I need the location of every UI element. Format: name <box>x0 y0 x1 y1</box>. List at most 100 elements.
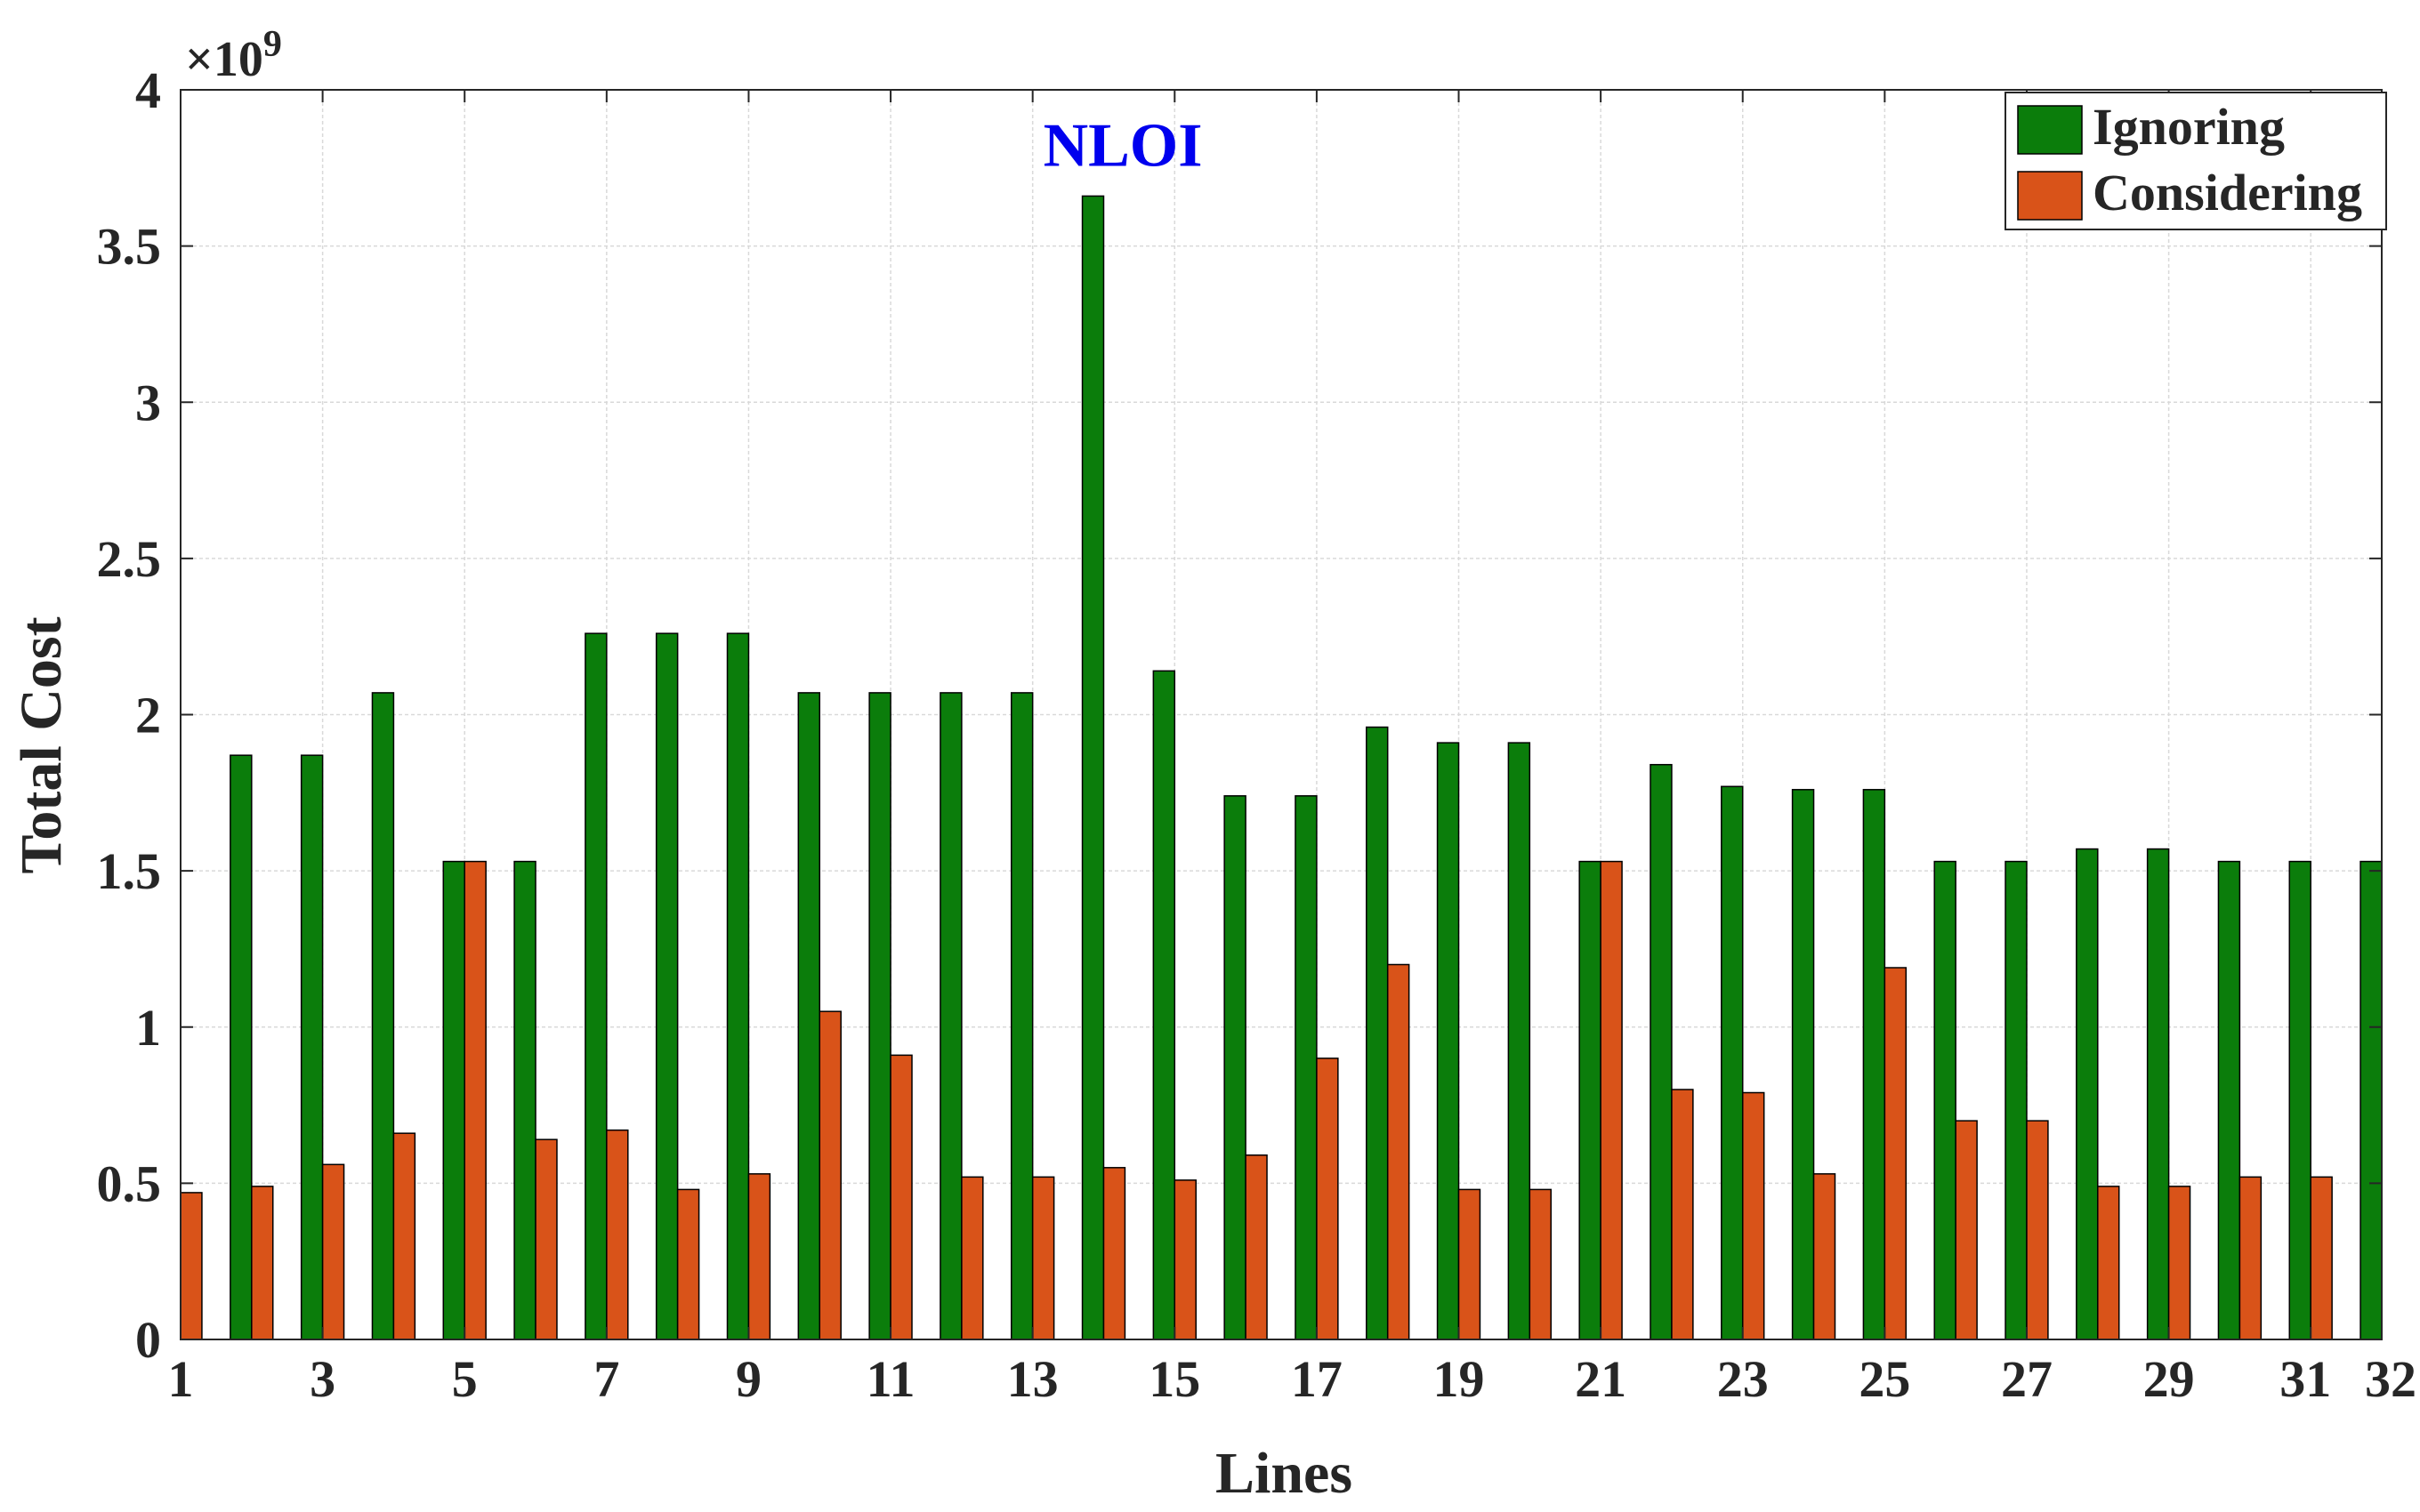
bar-considering <box>2310 1176 2333 1339</box>
x-tick-label: 1 <box>168 1350 194 1408</box>
bar-ignoring <box>513 860 536 1339</box>
bar-ignoring <box>1223 795 1246 1339</box>
legend-swatch-ignoring <box>2017 105 2083 155</box>
bar-ignoring <box>1010 692 1034 1339</box>
y-exponent-label: ×109 <box>185 24 282 87</box>
bar-ignoring <box>1081 195 1105 1339</box>
y-tick-labels: 0 0.5 1 1.5 2 2.5 3 3.5 4 <box>97 61 162 1369</box>
bar-ignoring <box>2005 860 2028 1339</box>
bar-ignoring <box>1295 795 1318 1339</box>
bar-ignoring <box>2217 860 2241 1339</box>
bar-considering <box>1741 1091 1765 1339</box>
x-tick-label: 25 <box>1859 1350 1910 1408</box>
x-axis-label: Lines <box>1215 1441 1352 1506</box>
bar-ignoring <box>1933 860 1956 1339</box>
x-tick-label: 15 <box>1149 1350 1200 1408</box>
bar-ignoring <box>797 692 821 1339</box>
x-tick-label: 31 <box>2279 1350 2331 1408</box>
x-tick-label: 23 <box>1717 1350 1769 1408</box>
x-tick-label: 27 <box>2001 1350 2053 1408</box>
bar-considering <box>1457 1188 1481 1339</box>
bar-considering <box>2167 1186 2191 1339</box>
bar-considering <box>2238 1176 2263 1339</box>
bar-ignoring <box>940 692 963 1339</box>
bar-considering <box>464 860 487 1339</box>
bar-considering <box>606 1129 629 1339</box>
bar-ignoring <box>230 754 253 1339</box>
bar-considering <box>1174 1179 1197 1339</box>
x-tick-label: 32 <box>2365 1350 2416 1408</box>
bar-considering <box>2097 1186 2120 1339</box>
bars <box>181 195 2382 1339</box>
bar-ignoring <box>2360 860 2382 1339</box>
bar-ignoring <box>1650 763 1673 1339</box>
bar-considering <box>535 1138 558 1339</box>
bar-ignoring <box>1578 860 1601 1339</box>
y-axis-label: Total Cost <box>9 616 74 873</box>
bar-considering <box>1316 1058 1339 1339</box>
bar-ignoring <box>1366 726 1389 1339</box>
x-tick-label: 3 <box>310 1350 335 1408</box>
bar-considering <box>1031 1176 1055 1339</box>
bar-ignoring <box>300 754 324 1339</box>
chart-annotation: NLOI <box>1044 111 1203 180</box>
bar-ignoring <box>585 632 608 1339</box>
bar-considering <box>1245 1154 1268 1339</box>
bar-considering <box>321 1163 345 1339</box>
legend-swatch-considering <box>2017 171 2083 221</box>
x-tick-label: 19 <box>1433 1350 1485 1408</box>
bar-ignoring <box>1862 789 1886 1339</box>
bar-ignoring <box>1436 742 1460 1339</box>
bar-ignoring <box>1152 670 1176 1339</box>
y-tick-label: 4 <box>135 61 161 119</box>
bar-ignoring <box>726 632 750 1339</box>
bar-ignoring <box>1507 742 1531 1339</box>
bar-ignoring <box>1791 789 1815 1339</box>
y-tick-label: 1.5 <box>97 842 162 900</box>
bar-ignoring <box>655 632 679 1339</box>
bar-considering <box>392 1132 416 1339</box>
y-tick-label: 0.5 <box>97 1154 162 1212</box>
bar-considering <box>961 1176 984 1339</box>
x-tick-label: 5 <box>452 1350 478 1408</box>
bar-considering <box>2026 1120 2049 1339</box>
bar-considering <box>1955 1120 1978 1339</box>
x-tick-labels: 1 3 5 7 9 11 13 15 17 19 21 23 25 27 29 31 32 <box>168 1350 2417 1408</box>
bar-considering <box>1600 860 1623 1339</box>
y-tick-label: 2.5 <box>97 530 162 588</box>
bar-considering <box>1671 1089 1694 1339</box>
y-exponent-base: ×10 <box>185 32 263 87</box>
legend-label-ignoring: Ignoring <box>2093 98 2285 156</box>
y-tick-label: 3 <box>135 374 161 431</box>
x-tick-label: 21 <box>1575 1350 1626 1408</box>
bar-considering <box>1102 1167 1126 1339</box>
bar-considering <box>676 1188 700 1339</box>
bar-ignoring <box>1721 785 1744 1339</box>
grid-lines <box>181 90 2382 1339</box>
bar-ignoring <box>2076 848 2099 1339</box>
bar-considering <box>747 1173 771 1339</box>
bar-considering <box>819 1010 842 1339</box>
bar-considering <box>1386 963 1410 1339</box>
x-tick-label: 29 <box>2143 1350 2195 1408</box>
bar-ignoring <box>2146 848 2170 1339</box>
y-tick-label: 2 <box>135 687 161 744</box>
legend-label-considering: Considering <box>2093 164 2362 221</box>
y-tick-label: 3.5 <box>97 218 162 276</box>
bar-considering <box>1884 967 1908 1339</box>
bar-considering <box>1529 1188 1553 1339</box>
y-tick-label: 0 <box>135 1311 161 1369</box>
bar-ignoring <box>2288 860 2311 1339</box>
legend: Ignoring Considering <box>2005 92 2387 230</box>
x-tick-label: 9 <box>736 1350 762 1408</box>
x-tick-label: 17 <box>1291 1350 1343 1408</box>
bar-considering <box>1812 1173 1836 1339</box>
x-tick-label: 11 <box>867 1350 916 1408</box>
bar-ignoring <box>442 860 465 1339</box>
y-exponent-power: 9 <box>263 24 282 65</box>
y-tick-label: 1 <box>135 999 161 1057</box>
bar-considering <box>181 1192 203 1339</box>
bar-ignoring <box>371 692 395 1339</box>
bar-considering <box>890 1054 913 1339</box>
